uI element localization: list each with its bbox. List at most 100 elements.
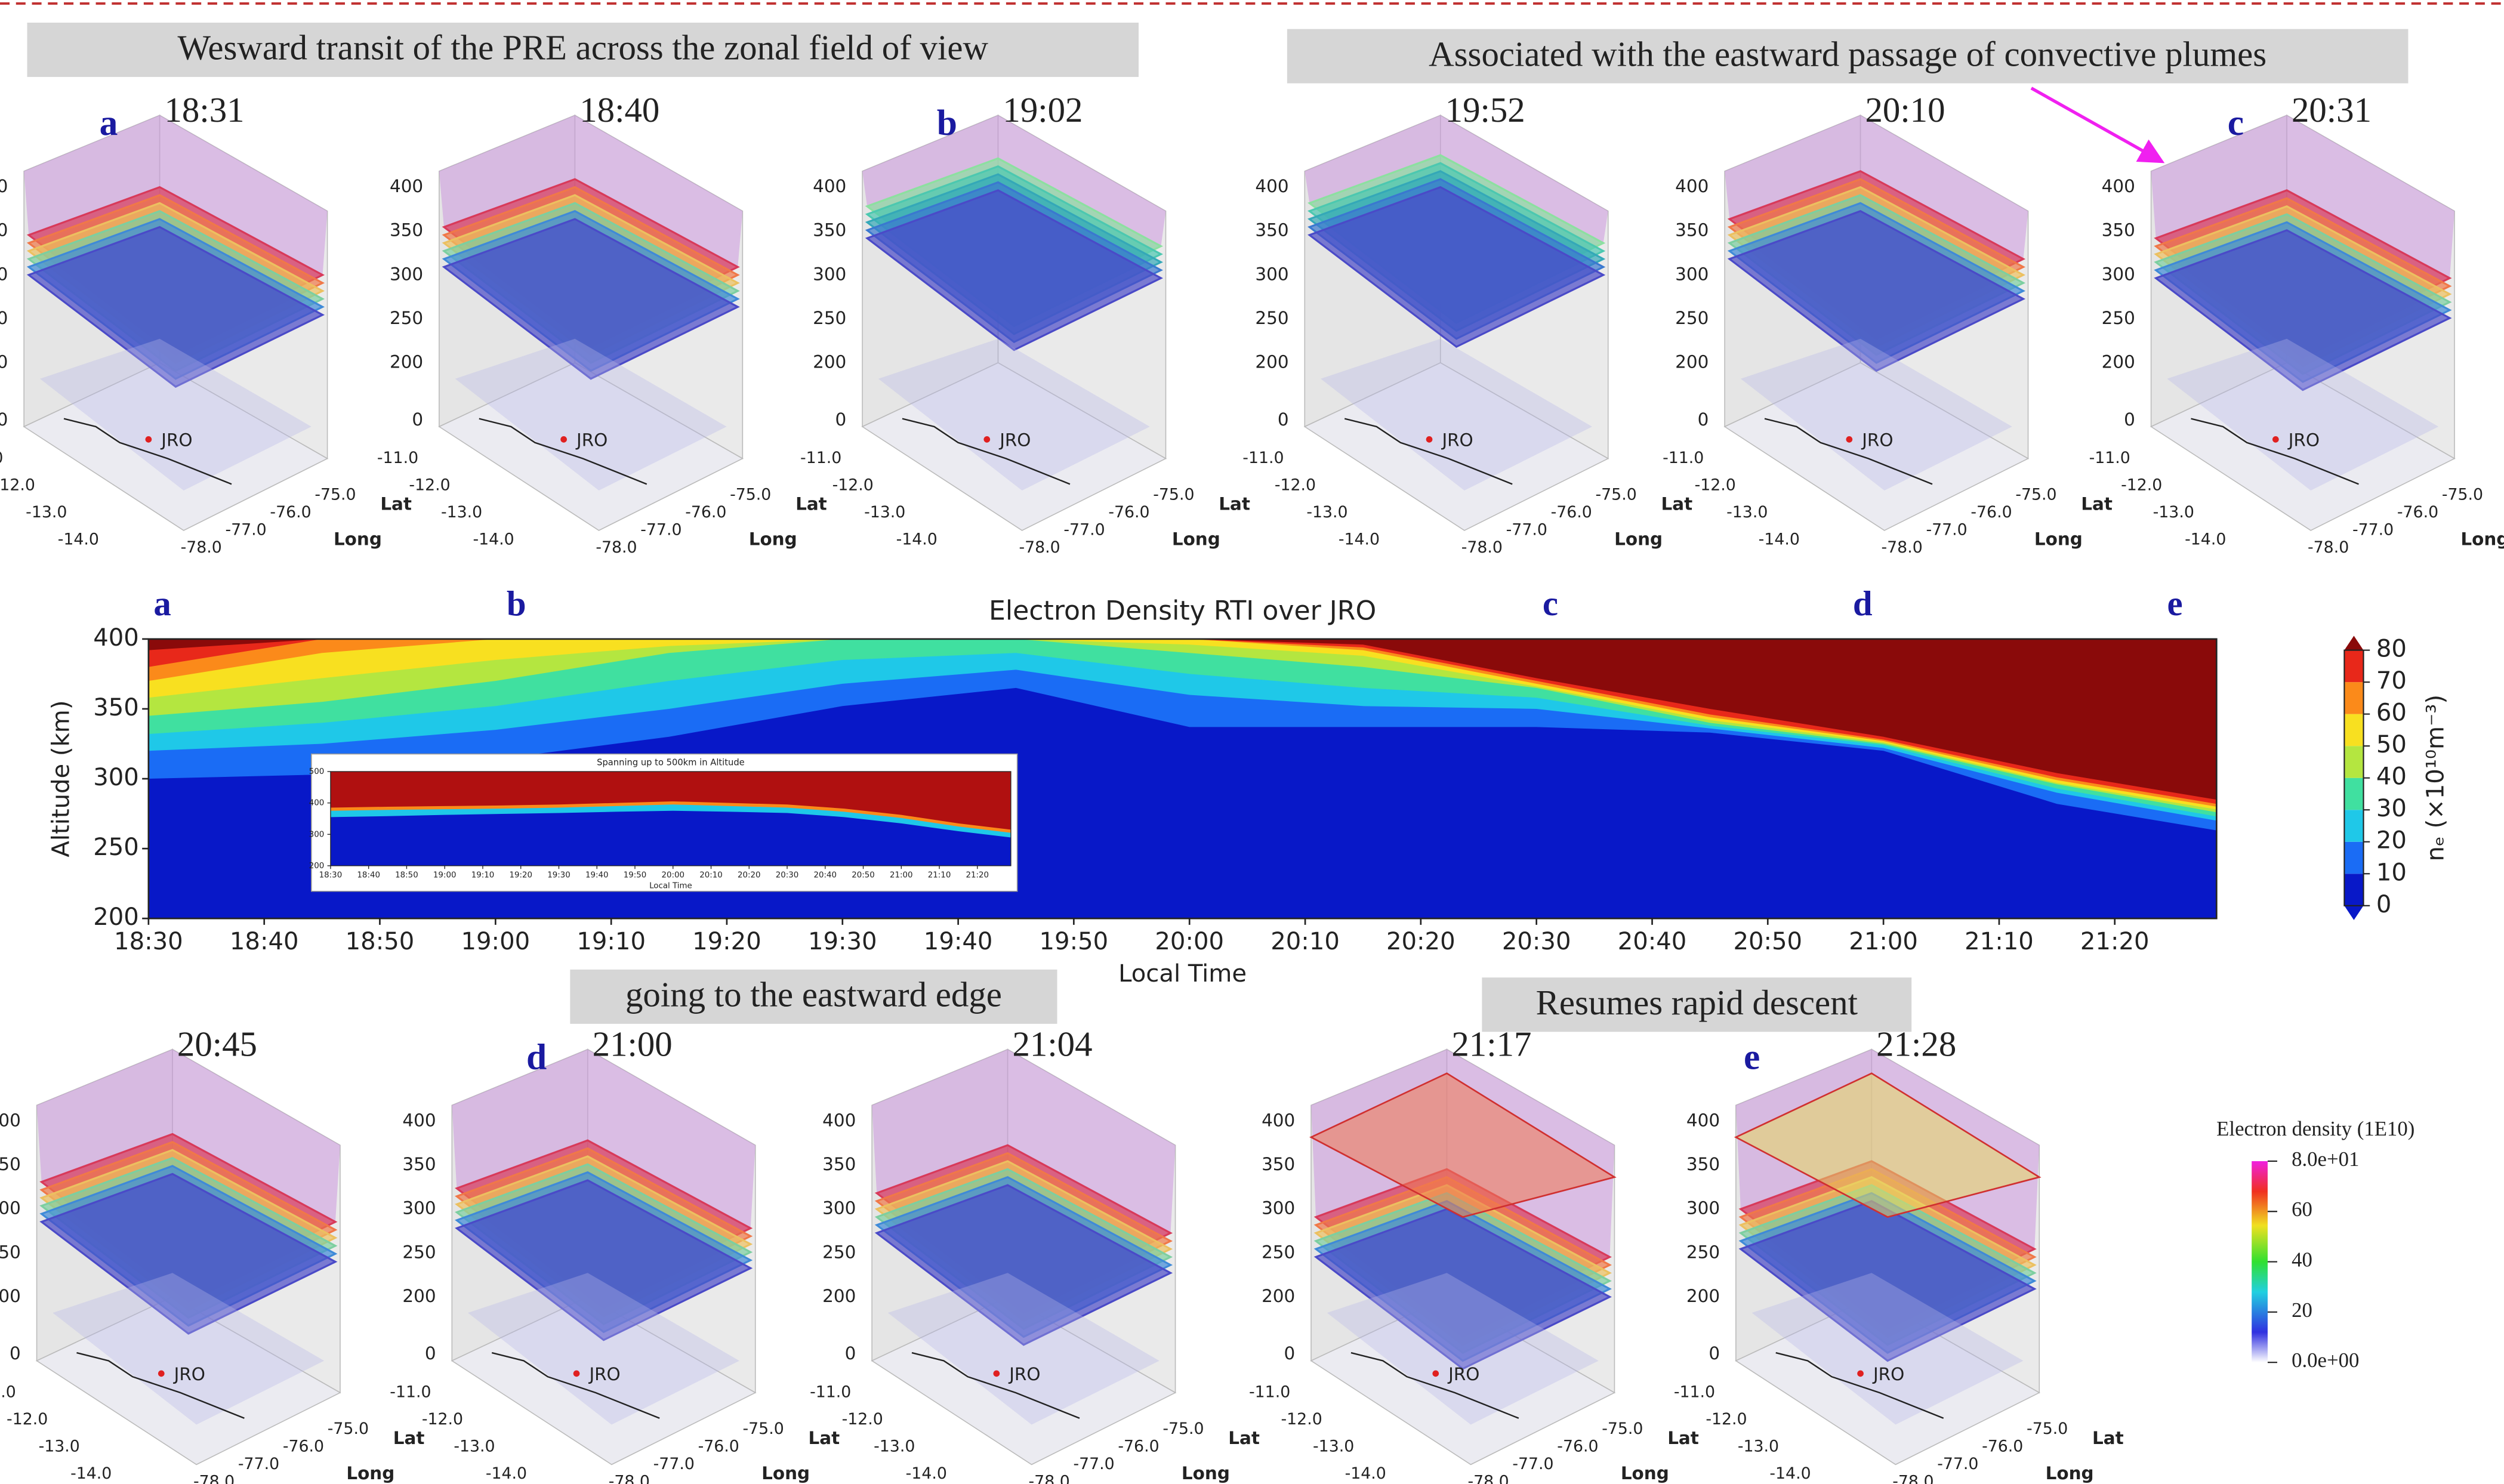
contour-band [148,638,2217,800]
site-dot [993,1370,1000,1377]
long-label: Long [346,1463,394,1483]
panel-3d: JRO 400 350 300 250 200 0 -11.0 -12.0 -13.0 -14.0 -… [1663,91,2113,557]
shadow [1740,338,2012,491]
shadow [1751,1273,2024,1425]
panel-letter: d [526,1036,547,1077]
long-tick-label: -75.0 [1153,486,1194,504]
z-tick-label: 300 [390,264,423,284]
panel-3d: JRO 400 350 300 250 200 0 -11.0 -12.0 -13.0 -14.0 -… [377,91,827,557]
y-tick-label: 200 [93,903,139,931]
site-label: JRO [2287,430,2320,451]
lat-label: Lat [1667,1428,1699,1448]
panel-time: 20:45 [177,1025,257,1063]
plot-frame [330,771,1012,866]
x-tick-label: 21:00 [890,871,913,880]
long-tick-label: -76.0 [1118,1437,1159,1455]
z-tick-label: 350 [1262,1154,1295,1174]
long-tick-label: -75.0 [1162,1420,1204,1438]
long-tick-label: -75.0 [2015,486,2056,504]
z-tick-label: 400 [402,1110,436,1131]
z-tick-label: 350 [2102,220,2135,240]
x-tick-label: 20:40 [1618,928,1687,955]
floor [2150,362,2456,531]
z-tick-label: 200 [1262,1286,1295,1306]
long-tick-label: -78.0 [1882,538,1923,557]
z-tick-label: 200 [2102,351,2135,372]
shadow [887,1273,1160,1425]
legend-tick-label: 20 [2292,1298,2312,1322]
coastline [1344,418,1513,485]
long-tick-label: -78.0 [1019,538,1060,557]
lat-tick-label: -12.0 [422,1410,463,1429]
z-tick-label: 400 [1262,1110,1295,1131]
colorbar-tick-label: 70 [2376,667,2407,695]
x-tick-label: 19:10 [576,928,646,955]
z-tick-label: 200 [813,351,846,372]
floor [1735,1296,2040,1466]
long-tick-label: -78.0 [596,538,637,557]
lat-tick-label: -14.0 [1769,1464,1811,1483]
z-tick-label: 250 [402,1242,436,1262]
z-tick-label: 250 [1686,1242,1720,1262]
x-tick-label: 20:50 [1733,928,1802,955]
long-tick-label: -77.0 [238,1455,279,1473]
z-tick-label: 300 [0,1198,21,1218]
x-tick-label: 19:30 [547,871,571,880]
lat-tick-label: -11.0 [0,1383,16,1401]
x-tick-label: 19:00 [433,871,457,880]
lat-tick-label: -13.0 [441,503,482,522]
z-tick-label: 0 [412,409,423,430]
long-tick-label: -76.0 [1982,1437,2023,1455]
colorbar-tick-label: 40 [2376,763,2407,791]
long-tick-label: -77.0 [1063,520,1105,539]
site-label: JRO [1441,430,1473,451]
z-tick-label: 300 [1262,1198,1295,1218]
y-tick-label: 300 [93,764,139,791]
x-axis-label: Local Time [649,881,692,890]
x-tick-label: 21:00 [1849,928,1918,955]
shadow [1321,338,1592,491]
colorbar-tick-label: 60 [2376,699,2407,727]
lat-tick-label: -14.0 [486,1464,527,1483]
x-tick-label: 18:40 [357,871,380,880]
long-tick-label: -75.0 [730,486,771,504]
long-tick-label: -76.0 [1557,1437,1598,1455]
site-label: JRO [1008,1364,1040,1384]
z-tick-label: 250 [0,1242,21,1262]
panel-time: 18:40 [579,91,659,129]
x-tick-label: 19:20 [509,871,532,880]
legend-colorbar [2252,1161,2268,1363]
x-tick-label: 20:40 [814,871,837,880]
z-tick-label: 0 [2124,409,2135,430]
x-tick-label: 18:30 [114,928,183,955]
coastline [63,418,232,485]
z-tick-label: 200 [0,351,8,372]
shadow [468,1273,739,1425]
legend-tick-label: 60 [2292,1198,2312,1221]
x-tick-label: 18:40 [230,928,299,955]
x-tick-label: 20:10 [1270,928,1340,955]
x-tick-label: 18:50 [395,871,418,880]
lat-tick-label: -14.0 [906,1464,947,1483]
x-tick-label: 18:50 [346,928,415,955]
arrow [2030,87,2165,163]
z-tick-label: 300 [822,1198,856,1218]
panel-letter: a [100,103,118,143]
floor [35,1296,341,1466]
z-tick-label: 200 [1686,1286,1720,1306]
long-label: Long [2460,529,2504,549]
z-tick-label: 400 [822,1110,856,1131]
x-tick-label: 19:40 [924,928,993,955]
lat-tick-label: -11.0 [2089,449,2130,467]
z-tick-label: 350 [390,220,423,240]
z-tick-label: 350 [1255,220,1288,240]
z-tick-label: 200 [822,1286,856,1306]
panel-time: 21:04 [1012,1025,1092,1063]
colorbar-tick-label: 20 [2376,827,2407,854]
annotation-letter: e [2167,584,2182,623]
z-tick-label: 350 [0,220,8,240]
z-tick-label: 250 [2102,308,2135,328]
long-tick-label: -77.0 [653,1455,695,1473]
lat-tick-label: -12.0 [842,1410,883,1429]
lat-tick-label: -11.0 [0,449,3,467]
